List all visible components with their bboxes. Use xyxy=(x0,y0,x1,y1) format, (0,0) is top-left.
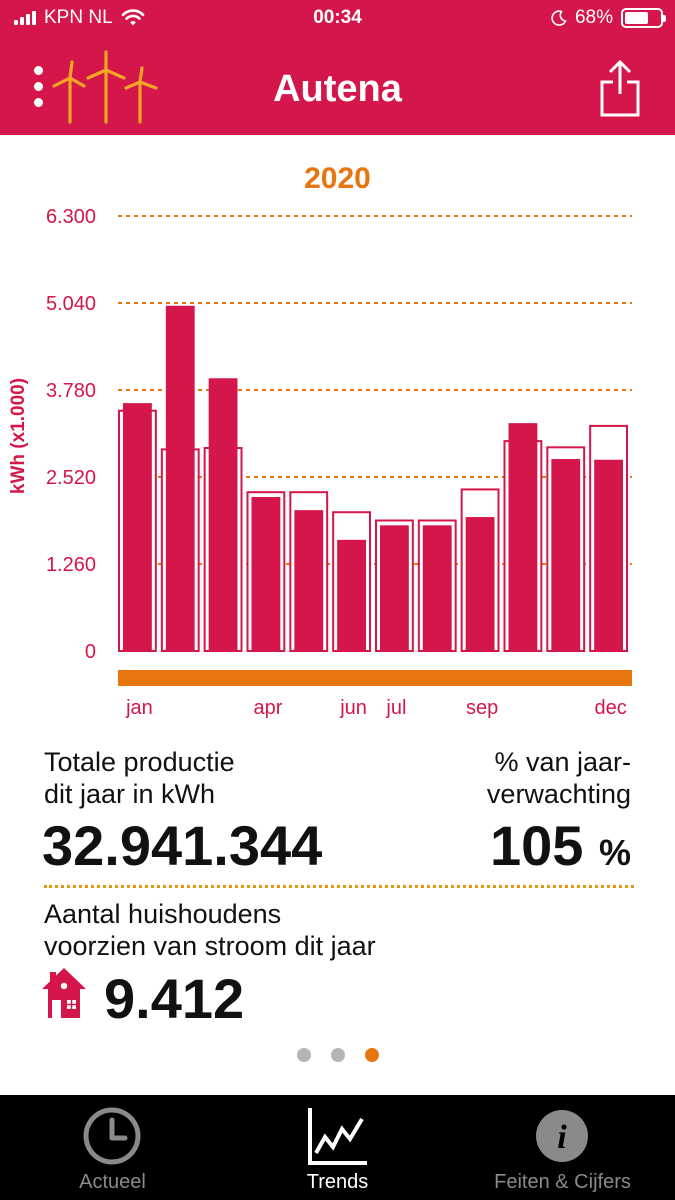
bar-actual xyxy=(508,423,538,651)
households-label-line1: Aantal huishoudens xyxy=(44,899,282,929)
app-title: Autena xyxy=(273,68,402,110)
y-tick-label: 1.260 xyxy=(46,554,96,576)
bar-actual xyxy=(165,305,195,651)
stats-divider xyxy=(44,885,634,888)
x-tick-label: sep xyxy=(466,697,498,719)
x-tick-label: jun xyxy=(339,697,367,719)
battery-percent: 68% xyxy=(574,7,613,28)
signal-icon xyxy=(14,11,36,25)
y-tick-label: 0 xyxy=(85,641,96,663)
page-dot-1[interactable] xyxy=(296,1048,311,1062)
trend-chart-icon xyxy=(308,1108,367,1165)
share-icon[interactable] xyxy=(599,58,641,118)
total-production-label-line2: dit jaar in kWh xyxy=(44,779,216,809)
y-tick-label: 3.780 xyxy=(46,380,96,402)
total-production-label: Totale productie dit jaar in kWh xyxy=(44,746,235,810)
tab-actueel[interactable]: Actueel xyxy=(0,1095,225,1200)
status-bar: KPN NL 00:34 68% xyxy=(0,0,675,36)
total-production-label-line1: Totale productie xyxy=(44,747,235,777)
year-expectation-label-line2: verwachting xyxy=(486,779,631,809)
nav-bar: Autena xyxy=(0,36,675,135)
bar-actual xyxy=(123,403,152,651)
battery-icon xyxy=(621,8,666,28)
bar-actual xyxy=(208,378,238,651)
moon-icon xyxy=(551,10,567,26)
households-label-line2: voorzien van stroom dit jaar xyxy=(44,931,376,961)
tab-actueel-label: Actueel xyxy=(79,1171,146,1193)
tab-trends-label: Trends xyxy=(306,1171,369,1193)
bar-actual xyxy=(465,517,495,651)
year-expectation-value: 105 % xyxy=(490,813,631,878)
bar-actual xyxy=(251,497,281,651)
bar-actual xyxy=(337,539,366,651)
status-right: 68% xyxy=(551,7,666,29)
y-tick-label: 6.300 xyxy=(46,206,96,228)
year-expectation-label: % van jaar- verwachting xyxy=(487,746,631,810)
bar-actual xyxy=(380,525,409,651)
y-tick-label: 5.040 xyxy=(46,293,96,315)
y-axis-label: kWh (x1.000) xyxy=(8,378,29,494)
carrier-label: KPN NL xyxy=(44,7,113,28)
x-tick-label: jan xyxy=(125,697,153,719)
bar-actual xyxy=(551,459,581,651)
status-time: 00:34 xyxy=(313,7,362,28)
page-indicator[interactable] xyxy=(0,1048,675,1062)
tab-feiten-label: Feiten & Cijfers xyxy=(494,1171,631,1193)
header xyxy=(0,0,675,135)
bar-actual xyxy=(422,525,452,651)
x-tick-label: dec xyxy=(594,697,626,719)
svg-text:i: i xyxy=(557,1119,567,1156)
tab-trends[interactable]: Trends xyxy=(225,1095,450,1200)
clock-icon xyxy=(83,1107,141,1165)
x-tick-label: apr xyxy=(253,697,282,719)
year-expectation-unit: % xyxy=(598,832,631,873)
y-tick-label: 2.520 xyxy=(46,467,96,489)
page-dot-2[interactable] xyxy=(330,1048,345,1062)
households-value: 9.412 xyxy=(104,967,245,1030)
tab-bar: Actueel Trends i Feiten & Cijfers xyxy=(0,1095,675,1200)
menu-dots-icon[interactable] xyxy=(30,66,48,112)
chart-title: 2020 xyxy=(304,162,371,195)
households-label: Aantal huishoudens voorzien van stroom d… xyxy=(44,898,376,962)
bar-actual xyxy=(594,459,623,651)
tab-feiten[interactable]: i Feiten & Cijfers xyxy=(450,1095,675,1200)
timeline-bar xyxy=(118,670,632,686)
production-chart[interactable]: 6.300 5.040 3.780 2.520 1.260 0 kWh (x1.000) ja… xyxy=(0,196,675,726)
year-expectation-label-line1: % van jaar- xyxy=(494,747,631,777)
page-dot-3[interactable] xyxy=(364,1048,379,1062)
year-expectation-number: 105 xyxy=(489,814,584,877)
house-icon xyxy=(42,968,86,1018)
bar-actual xyxy=(294,510,324,651)
x-tick-label: jul xyxy=(385,697,406,719)
wind-turbines-icon xyxy=(52,50,158,124)
status-left: KPN NL xyxy=(14,7,145,29)
info-icon: i xyxy=(536,1110,588,1162)
wifi-icon xyxy=(121,9,144,26)
total-production-value: 32.941.344 xyxy=(42,814,323,877)
